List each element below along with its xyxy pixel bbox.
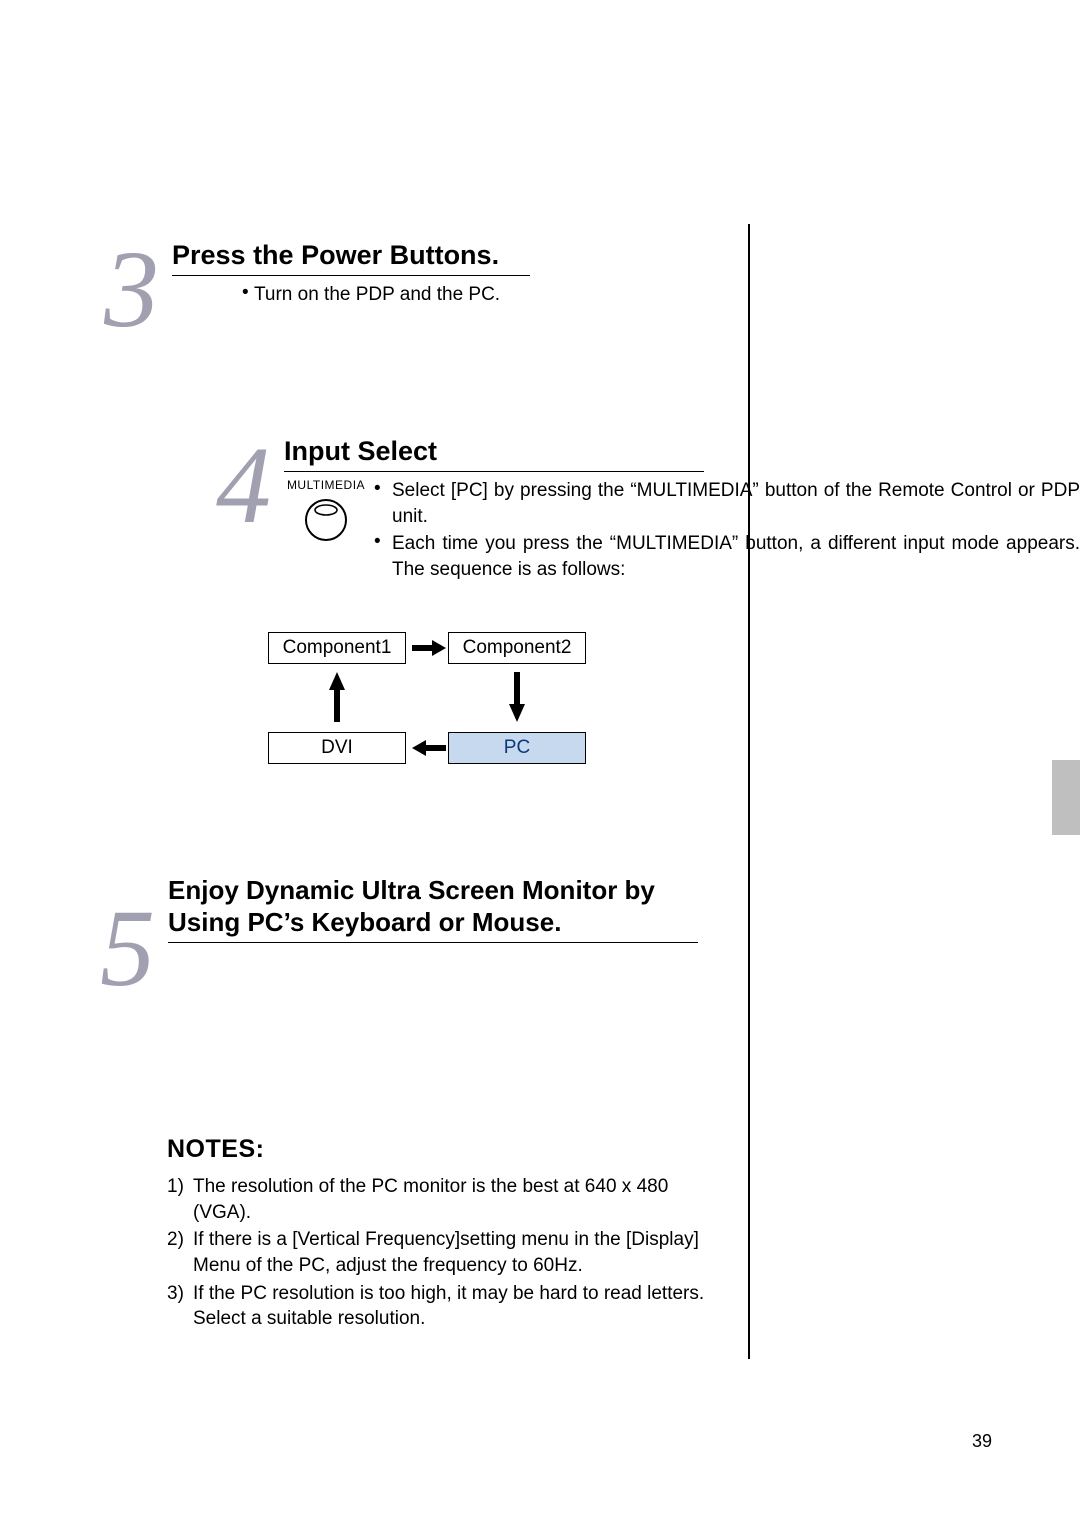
- multimedia-button-icon: [302, 496, 350, 544]
- notes-heading: NOTES:: [167, 1135, 713, 1164]
- step-3: 3 Press the Power Buttons. • Turn on the…: [104, 240, 530, 308]
- multimedia-label: MULTIMEDIA: [284, 478, 368, 492]
- arrow-right-icon: [412, 639, 446, 657]
- vertical-divider: [748, 224, 750, 1359]
- arrow-left-icon: [412, 739, 446, 757]
- step-5-number: 5: [100, 893, 155, 1003]
- step-3-rule: [172, 275, 530, 276]
- step-5-rule: [168, 942, 698, 943]
- manual-page: 39 3 Press the Power Buttons. • Turn on …: [0, 0, 1080, 1525]
- step-4-bullet-2: Each time you press the “MULTIMEDIA” but…: [392, 531, 1080, 582]
- diagram-cell-component1: Component1: [268, 632, 406, 664]
- diagram-cell-dvi: DVI: [268, 732, 406, 764]
- input-sequence-diagram: Component1 Component2 DVI PC: [268, 632, 588, 772]
- step-4-number: 4: [216, 430, 271, 540]
- step-5: 5 Enjoy Dynamic Ultra Screen Monitor by …: [100, 875, 703, 949]
- bullet-icon: •: [242, 282, 254, 308]
- step-5-title-line2: Using PC’s Keyboard or Mouse.: [168, 907, 561, 937]
- diagram-cell-component2: Component2: [448, 632, 586, 664]
- arrow-down-icon: [508, 672, 526, 722]
- multimedia-button-diagram: MULTIMEDIA: [284, 478, 368, 585]
- diagram-cell-pc: PC: [448, 732, 586, 764]
- note-text-3: If the PC resolution is too high, it may…: [193, 1281, 713, 1332]
- note-number-2: 2): [167, 1227, 193, 1278]
- step-3-number: 3: [104, 234, 159, 344]
- step-5-title-line1: Enjoy Dynamic Ultra Screen Monitor by: [168, 875, 655, 905]
- page-number: 39: [972, 1431, 992, 1452]
- step-4-title: Input Select: [284, 436, 1080, 467]
- bullet-icon: •: [374, 478, 392, 529]
- note-text-2: If there is a [Vertical Frequency]settin…: [193, 1227, 713, 1278]
- bullet-icon: •: [374, 531, 392, 582]
- note-text-1: The resolution of the PC monitor is the …: [193, 1174, 713, 1225]
- step-4-rule: [284, 471, 704, 472]
- note-number-3: 3): [167, 1281, 193, 1332]
- arrow-up-icon: [328, 672, 346, 722]
- step-4-bullet-1: Select [PC] by pressing the “MULTIMEDIA”…: [392, 478, 1080, 529]
- notes-section: NOTES: 1) The resolution of the PC monit…: [167, 1135, 713, 1334]
- side-tab: [1052, 760, 1080, 835]
- step-3-bullet: Turn on the PDP and the PC.: [254, 282, 500, 308]
- step-5-title: Enjoy Dynamic Ultra Screen Monitor by Us…: [168, 875, 703, 938]
- step-3-title: Press the Power Buttons.: [172, 240, 530, 271]
- note-number-1: 1): [167, 1174, 193, 1225]
- step-4: 4 Input Select MULTIMEDIA • Select [PC] …: [216, 436, 1080, 585]
